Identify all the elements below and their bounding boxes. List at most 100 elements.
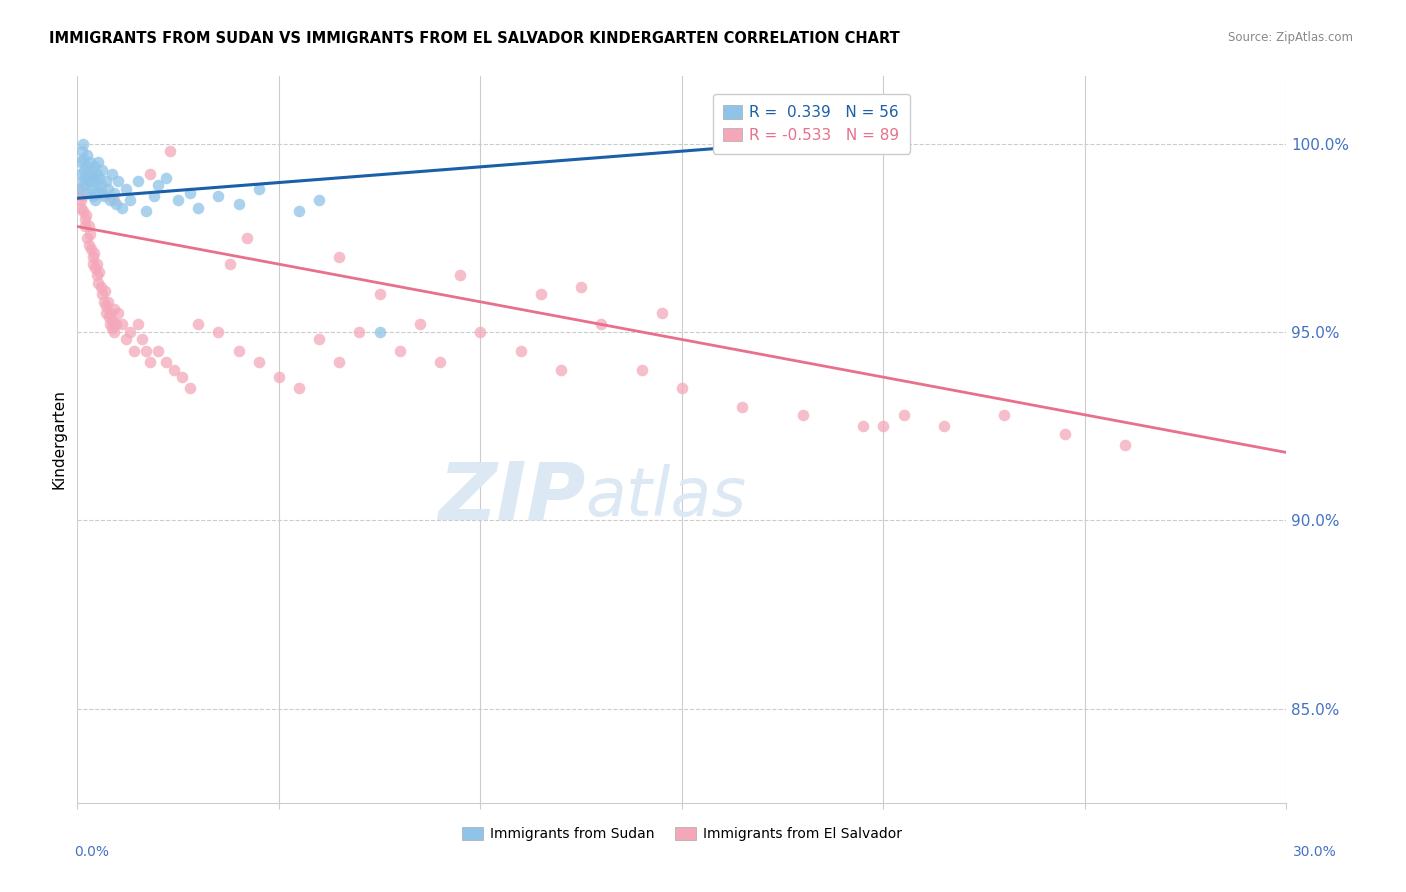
Point bbox=[76, 148, 98, 162]
Point bbox=[159, 144, 181, 158]
Point bbox=[98, 318, 121, 332]
Point bbox=[104, 197, 127, 211]
Point bbox=[449, 268, 471, 283]
Point bbox=[993, 408, 1015, 422]
Point bbox=[114, 333, 136, 347]
Point bbox=[72, 152, 94, 166]
Point bbox=[83, 245, 105, 260]
Point bbox=[328, 250, 350, 264]
Point bbox=[349, 325, 371, 339]
Point bbox=[75, 208, 97, 222]
Point bbox=[470, 325, 492, 339]
Point bbox=[167, 193, 190, 207]
Point bbox=[288, 204, 311, 219]
Point bbox=[228, 197, 250, 211]
Legend: Immigrants from Sudan, Immigrants from El Salvador: Immigrants from Sudan, Immigrants from E… bbox=[457, 822, 907, 847]
Point bbox=[75, 159, 97, 173]
Point bbox=[86, 182, 108, 196]
Point bbox=[651, 306, 673, 320]
Point bbox=[70, 201, 93, 215]
Point bbox=[107, 306, 129, 320]
Point bbox=[100, 321, 122, 335]
Point bbox=[207, 189, 229, 203]
Point bbox=[308, 333, 330, 347]
Point bbox=[187, 318, 209, 332]
Point bbox=[751, 129, 773, 144]
Point bbox=[114, 182, 136, 196]
Point bbox=[76, 231, 98, 245]
Point bbox=[368, 287, 391, 301]
Point bbox=[97, 310, 120, 324]
Point bbox=[96, 306, 118, 320]
Point bbox=[75, 219, 97, 234]
Point bbox=[219, 257, 242, 271]
Point bbox=[103, 193, 125, 207]
Point bbox=[872, 419, 894, 434]
Point bbox=[69, 155, 91, 169]
Point bbox=[247, 182, 270, 196]
Point bbox=[103, 325, 125, 339]
Point bbox=[179, 381, 201, 395]
Point bbox=[103, 302, 125, 317]
Point bbox=[932, 419, 955, 434]
Point bbox=[67, 182, 90, 196]
Point bbox=[94, 299, 117, 313]
Point bbox=[308, 193, 330, 207]
Point bbox=[84, 260, 107, 275]
Point bbox=[90, 287, 112, 301]
Text: ZIP: ZIP bbox=[437, 458, 585, 536]
Point bbox=[247, 355, 270, 369]
Point bbox=[70, 167, 93, 181]
Point bbox=[1053, 426, 1076, 441]
Point bbox=[630, 362, 652, 376]
Point bbox=[235, 231, 257, 245]
Point bbox=[86, 268, 108, 283]
Point bbox=[103, 186, 125, 200]
Text: IMMIGRANTS FROM SUDAN VS IMMIGRANTS FROM EL SALVADOR KINDERGARTEN CORRELATION CH: IMMIGRANTS FROM SUDAN VS IMMIGRANTS FROM… bbox=[49, 31, 900, 46]
Text: 30.0%: 30.0% bbox=[1292, 845, 1337, 859]
Point bbox=[80, 163, 103, 178]
Point bbox=[82, 170, 104, 185]
Point bbox=[146, 178, 169, 192]
Point bbox=[70, 144, 93, 158]
Point bbox=[67, 182, 90, 196]
Point bbox=[89, 170, 111, 185]
Point bbox=[409, 318, 432, 332]
Point bbox=[852, 419, 875, 434]
Point bbox=[530, 287, 553, 301]
Point bbox=[90, 186, 112, 200]
Point bbox=[118, 193, 141, 207]
Point bbox=[111, 318, 134, 332]
Point bbox=[73, 211, 96, 226]
Point bbox=[98, 193, 121, 207]
Point bbox=[80, 242, 103, 256]
Point bbox=[89, 186, 111, 200]
Point bbox=[146, 343, 169, 358]
Point bbox=[139, 355, 162, 369]
Y-axis label: Kindergarten: Kindergarten bbox=[51, 390, 66, 489]
Point bbox=[893, 408, 915, 422]
Point bbox=[87, 276, 110, 290]
Point bbox=[90, 279, 112, 293]
Point bbox=[77, 219, 100, 234]
Point bbox=[96, 182, 118, 196]
Point bbox=[100, 167, 122, 181]
Point bbox=[93, 294, 115, 309]
Point bbox=[86, 167, 108, 181]
Point bbox=[288, 381, 311, 395]
Point bbox=[94, 174, 117, 188]
Point bbox=[509, 343, 531, 358]
Point bbox=[228, 343, 250, 358]
Point bbox=[172, 370, 194, 384]
Point bbox=[77, 167, 100, 181]
Point bbox=[135, 343, 157, 358]
Point bbox=[82, 257, 104, 271]
Point bbox=[550, 362, 572, 376]
Point bbox=[111, 201, 134, 215]
Point bbox=[207, 325, 229, 339]
Point bbox=[142, 189, 165, 203]
Point bbox=[139, 167, 162, 181]
Point bbox=[82, 250, 104, 264]
Point bbox=[89, 265, 111, 279]
Point bbox=[107, 174, 129, 188]
